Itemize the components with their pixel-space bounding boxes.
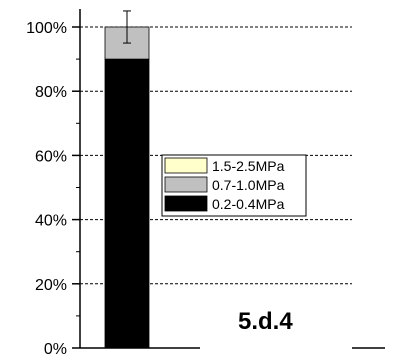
y-tick-label: 0% (44, 341, 67, 358)
y-tick-label: 60% (35, 148, 67, 165)
bar-segment (104, 58, 150, 349)
legend-swatch (164, 157, 208, 174)
error-bars (123, 10, 131, 44)
legend-swatch (164, 176, 208, 193)
legend-swatch (164, 195, 208, 212)
y-tick-label: 80% (35, 84, 67, 101)
legend-label: 0.2-0.4MPa (212, 196, 285, 212)
legend: 1.5-2.5MPa 0.7-1.0MPa 0.2-0.4MPa (161, 154, 307, 217)
panel-label: 5.d.4 (238, 308, 293, 335)
y-tick-label: 40% (35, 213, 67, 230)
legend-label: 0.7-1.0MPa (212, 177, 285, 193)
y-tick-label: 100% (26, 20, 67, 37)
y-ticks: 0% 20% 40% 60% 80% 100% (26, 20, 80, 358)
legend-label: 1.5-2.5MPa (212, 158, 285, 174)
bars (104, 26, 150, 349)
y-tick-label: 20% (35, 277, 67, 294)
